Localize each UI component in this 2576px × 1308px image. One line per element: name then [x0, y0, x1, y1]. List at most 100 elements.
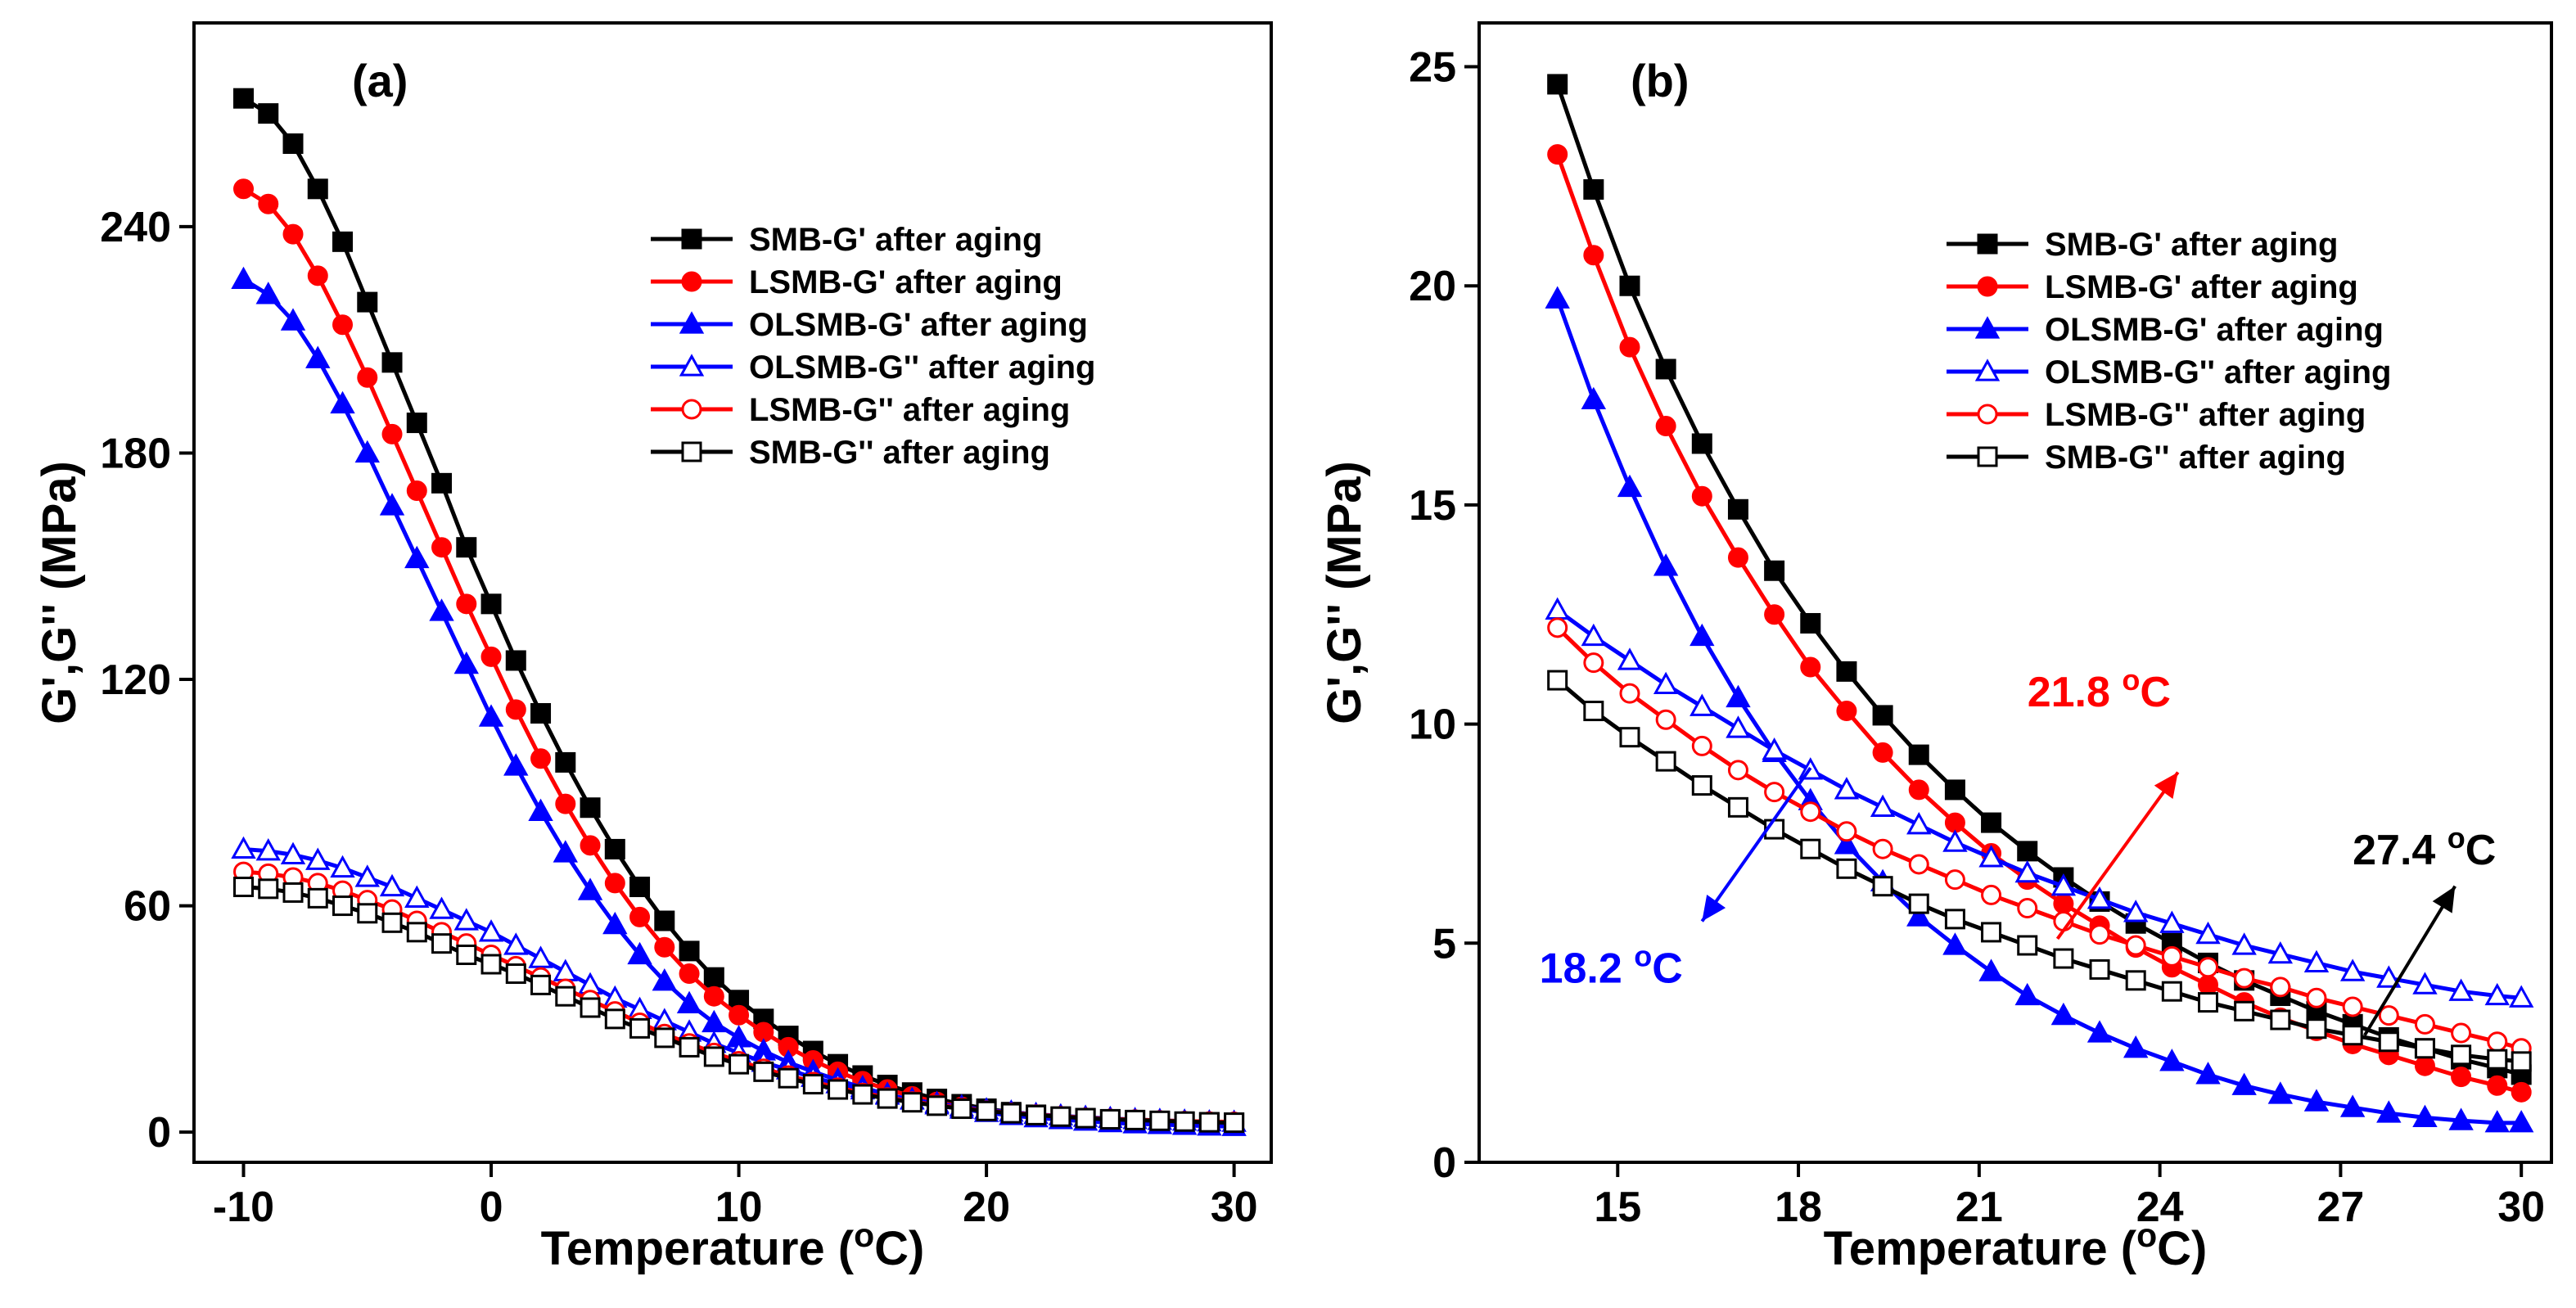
- data-point: [379, 873, 405, 897]
- data-point: [2017, 897, 2038, 918]
- data-point: [1583, 701, 1604, 722]
- annotation-label: 27.4 oC: [2353, 821, 2496, 874]
- data-point: [1764, 604, 1785, 625]
- data-point: [2270, 1009, 2291, 1031]
- y-axis-title: G',G'' (MPa): [1318, 461, 1371, 724]
- data-point: [233, 178, 255, 200]
- data-point: [2339, 958, 2366, 981]
- data-point: [307, 887, 328, 909]
- data-point: [1944, 869, 1965, 891]
- data-point: [332, 231, 354, 252]
- data-point: [580, 797, 601, 819]
- data-point: [1764, 782, 1785, 803]
- data-point: [2306, 987, 2327, 1008]
- data-point: [1075, 1107, 1096, 1129]
- data-point: [1690, 693, 1715, 716]
- data-point: [627, 941, 652, 965]
- data-point: [1800, 612, 1821, 634]
- data-point: [2087, 1020, 2113, 1043]
- data-point: [1125, 1109, 1146, 1130]
- data-point: [2198, 957, 2219, 978]
- data-point: [456, 593, 477, 615]
- data-point: [629, 906, 651, 927]
- series-smb-g-gp-after-aging: [233, 88, 1245, 1134]
- legend-item: LSMB-G'' after aging: [651, 392, 1070, 428]
- data-point: [2089, 958, 2110, 980]
- data-point: [877, 1088, 898, 1109]
- data-point: [503, 753, 529, 776]
- y-tick-label: 20: [1409, 263, 1456, 310]
- data-point: [2376, 1100, 2402, 1123]
- x-tick-label: 20: [963, 1184, 1010, 1231]
- annotation: 18.2 oC: [1540, 766, 1812, 992]
- panel-label: (a): [352, 55, 408, 106]
- data-point: [852, 1084, 873, 1105]
- data-point: [1581, 386, 1607, 410]
- plot-frame: [192, 21, 1273, 1164]
- x-tick-label: 30: [2497, 1184, 2545, 1231]
- series-line: [1555, 626, 2522, 1051]
- data-point: [703, 986, 724, 1007]
- series-line: [1555, 153, 2522, 1094]
- y-tick-label: 10: [1409, 701, 1456, 749]
- data-point: [307, 265, 328, 286]
- data-point: [2050, 1002, 2077, 1026]
- data-point: [1800, 656, 1821, 678]
- data-point: [2270, 976, 2291, 998]
- data-point: [555, 751, 576, 773]
- data-point: [2448, 978, 2474, 1001]
- legend-item: LSMB-G' after aging: [1947, 269, 2358, 305]
- data-point: [1547, 670, 1568, 691]
- data-point: [1149, 1110, 1171, 1131]
- y-tick-label: 0: [147, 1109, 171, 1157]
- legend-marker: [1977, 404, 1998, 425]
- data-point: [258, 193, 279, 214]
- series-smb-g-gpp-after-aging: [233, 877, 1245, 1134]
- data-point: [431, 933, 453, 954]
- data-point: [679, 1036, 700, 1058]
- data-point: [381, 352, 403, 373]
- data-point: [2451, 1044, 2472, 1066]
- x-tick-label: 15: [1594, 1184, 1641, 1231]
- panel-label: (b): [1631, 55, 1690, 106]
- data-point: [330, 390, 355, 414]
- data-point: [553, 958, 578, 981]
- data-point: [802, 1074, 823, 1095]
- legend-label: OLSMB-G'' after aging: [749, 350, 1095, 386]
- series-line: [1556, 608, 2522, 1000]
- data-point: [1800, 838, 1821, 859]
- data-point: [1908, 744, 1929, 765]
- data-point: [1583, 178, 1604, 200]
- data-point: [357, 903, 378, 924]
- data-point: [379, 493, 405, 516]
- series-line: [1556, 679, 2522, 1064]
- data-point: [505, 699, 526, 720]
- data-point: [381, 912, 403, 933]
- x-tick-label: 30: [1211, 1184, 1258, 1231]
- data-point: [530, 702, 552, 724]
- data-point: [2339, 1094, 2366, 1117]
- legend-item: OLSMB-G' after aging: [651, 307, 1088, 343]
- data-point: [679, 940, 700, 962]
- data-point: [2509, 985, 2534, 1008]
- data-point: [555, 986, 576, 1007]
- data-point: [480, 593, 502, 615]
- data-point: [1691, 775, 1712, 796]
- data-point: [2414, 1038, 2435, 1059]
- annotation-arrowhead: [2432, 886, 2456, 913]
- data-point: [1653, 553, 1679, 576]
- series-smb-g-gpp-after-aging: [1547, 670, 2532, 1072]
- data-point: [580, 835, 601, 856]
- data-point: [231, 266, 256, 290]
- data-point: [1691, 433, 1712, 454]
- data-point: [2159, 910, 2185, 933]
- data-point: [2267, 940, 2294, 964]
- data-point: [778, 1067, 799, 1089]
- data-point: [381, 423, 403, 444]
- data-point: [2087, 886, 2113, 909]
- data-point: [2195, 921, 2221, 945]
- data-point: [2448, 1107, 2474, 1130]
- annotation-label: 18.2 oC: [1540, 939, 1683, 992]
- data-point: [2511, 1081, 2532, 1103]
- x-tick-label: -10: [213, 1184, 274, 1231]
